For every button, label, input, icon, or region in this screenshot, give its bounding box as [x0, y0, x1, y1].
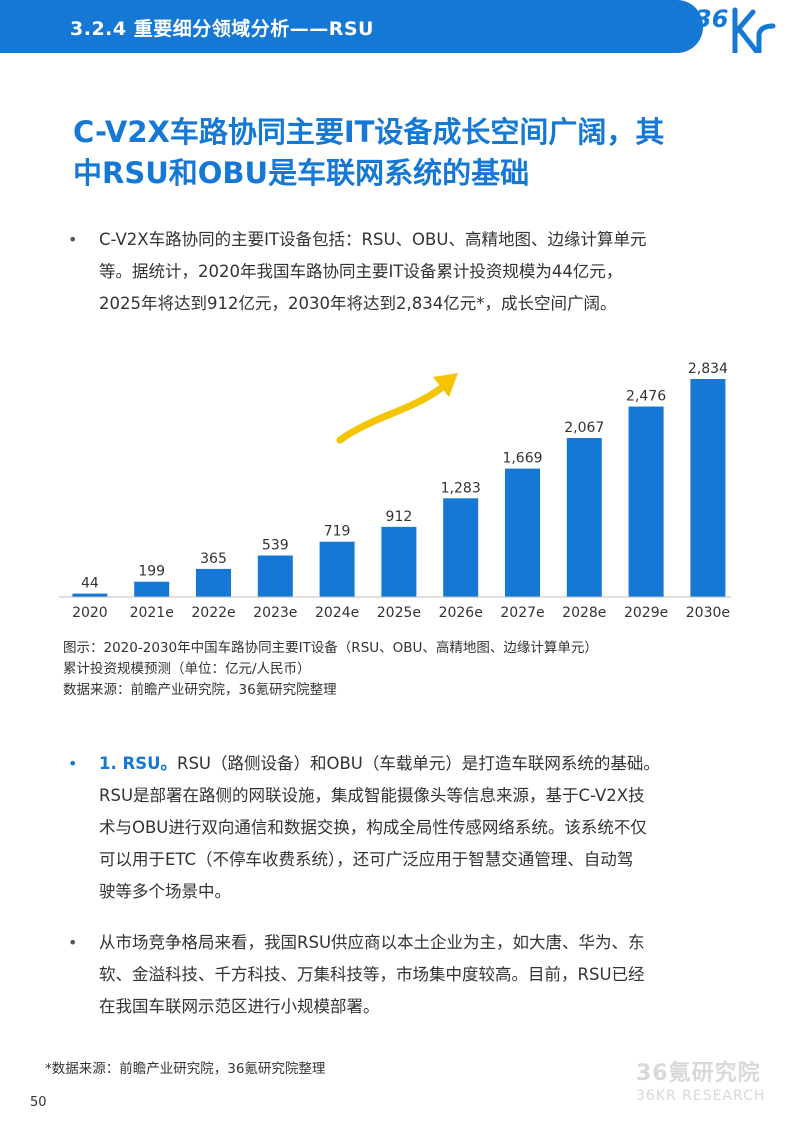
- svg-text:36: 36: [697, 5, 728, 33]
- bar-2026e: [443, 498, 479, 597]
- footnote: *数据来源：前瞻产业研究院，36氪研究院整理: [45, 1061, 326, 1077]
- market-line-1: 从市场竞争格局来看，我国RSU供应商以本土企业为主，如大唐、华为、东: [99, 933, 645, 952]
- market-bullet: • 从市场竞争格局来看，我国RSU供应商以本土企业为主，如大唐、华为、东 软、金…: [68, 927, 759, 1023]
- intro-line-2: 等。据统计，2020年我国车路协同主要IT设备累计投资规模为44亿元，: [99, 262, 623, 281]
- bar-2025e: [381, 526, 417, 597]
- bar-2030e: [690, 379, 726, 597]
- market-line-3: 在我国车联网示范区进行小规模部署。: [99, 997, 380, 1016]
- tick-label-2030e: 2030e: [686, 605, 730, 621]
- tick-label-2026e: 2026e: [439, 605, 483, 621]
- rsu-first-line: 1. RSU。RSU（路侧设备）和OBU（车载单元）是打造车联网系统的基础。: [99, 748, 759, 780]
- investment-bar-chart: 44 2020 199 2021e 365 2022e 539 2023e 719 2024e 91…: [59, 361, 731, 621]
- bar-2022e: [196, 568, 231, 597]
- section-title: 3.2.4 重要细分领域分析——RSU: [70, 18, 374, 40]
- intro-bullet: • C-V2X车路协同的主要IT设备包括：RSU、OBU、高精地图、边缘计算单元…: [68, 224, 759, 320]
- data-label-2026e: 1,283: [441, 480, 481, 496]
- data-label-2025e: 912: [386, 509, 413, 525]
- data-label-2027e: 1,669: [502, 451, 542, 467]
- bar-2024e: [319, 541, 355, 597]
- bullet-marker: •: [68, 230, 78, 249]
- rsu-first-line-rest: RSU（路侧设备）和OBU（车载单元）是打造车联网系统的基础。: [176, 754, 660, 773]
- tick-label-2022e: 2022e: [191, 605, 235, 621]
- headline-line-2: 中RSU和OBU是车联网系统的基础: [73, 156, 530, 190]
- data-label-2023e: 539: [262, 538, 289, 554]
- tick-label-2023e: 2023e: [253, 605, 297, 621]
- watermark-en: 36KR RESEARCH: [636, 1088, 766, 1104]
- tick-label-2020: 2020: [72, 605, 108, 621]
- data-label-2021e: 199: [138, 564, 165, 580]
- bar-2029e: [628, 406, 664, 597]
- rsu-line-3: 术与OBU进行双向通信和数据交换，构成全局性传感网络系统。该系统不仅: [99, 818, 647, 837]
- rsu-bullet: • 1. RSU。RSU（路侧设备）和OBU（车载单元）是打造车联网系统的基础。…: [68, 748, 759, 908]
- data-label-2029e: 2,476: [626, 389, 666, 405]
- bar-2028e: [566, 438, 602, 597]
- rsu-lead: 1. RSU。: [99, 754, 177, 773]
- data-label-2022e: 365: [200, 551, 227, 567]
- tick-label-2021e: 2021e: [130, 605, 174, 621]
- bullet-marker: •: [68, 933, 78, 952]
- tick-label-2029e: 2029e: [624, 605, 668, 621]
- caption-line-2: 累计投资规模预测（单位：亿元/人民币）: [63, 661, 311, 677]
- rsu-line-5: 驶等多个场景中。: [99, 882, 231, 901]
- rsu-line-2: RSU是部署在路侧的网联设施，集成智能摄像头等信息来源，基于C-V2X技: [99, 786, 645, 805]
- caption-line-1: 图示：2020-2030年中国车路协同主要IT设备（RSU、OBU、高精地图、边…: [63, 640, 598, 656]
- tick-label-2027e: 2027e: [500, 605, 544, 621]
- intro-line-1: C-V2X车路协同的主要IT设备包括：RSU、OBU、高精地图、边缘计算单元: [99, 230, 647, 249]
- tick-label-2025e: 2025e: [377, 605, 421, 621]
- watermark-cn: 36氪研究院: [636, 1061, 761, 1086]
- rsu-line-4: 可以用于ETC（不停车收费系统），还可广泛应用于智慧交通管理、自动驾: [99, 850, 634, 869]
- section-header-bar: 3.2.4 重要细分领域分析——RSU: [0, 0, 703, 53]
- tick-label-2028e: 2028e: [562, 605, 606, 621]
- market-line-2: 软、金溢科技、千方科技、万集科技等，市场集中度较高。目前，RSU已经: [99, 965, 645, 984]
- data-label-2020: 44: [81, 576, 99, 592]
- bar-2023e: [257, 555, 293, 597]
- bar-2021e: [134, 581, 170, 597]
- bar-2020: [72, 593, 108, 597]
- chart-caption: 图示：2020-2030年中国车路协同主要IT设备（RSU、OBU、高精地图、边…: [63, 638, 598, 701]
- page-number: 50: [30, 1095, 47, 1110]
- tick-label-2024e: 2024e: [315, 605, 359, 621]
- growth-arrow: [336, 381, 449, 444]
- bar-2027e: [505, 468, 540, 597]
- data-label-2024e: 719: [324, 524, 351, 540]
- data-label-2030e: 2,834: [688, 361, 728, 377]
- intro-line-3: 2025年将达到912亿元，2030年将达到2,834亿元*，成长空间广阔。: [99, 294, 617, 313]
- growth-arrow-head: [433, 373, 458, 397]
- bullet-marker: •: [68, 754, 78, 773]
- 36kr-logo: 36: [697, 5, 776, 53]
- headline: C-V2X车路协同主要IT设备成长空间广阔，其 中RSU和OBU是车联网系统的基…: [73, 112, 743, 194]
- headline-line-1: C-V2X车路协同主要IT设备成长空间广阔，其: [73, 115, 665, 149]
- data-label-2028e: 2,067: [564, 420, 604, 436]
- caption-source: 数据来源：前瞻产业研究院，36氪研究院整理: [63, 682, 337, 698]
